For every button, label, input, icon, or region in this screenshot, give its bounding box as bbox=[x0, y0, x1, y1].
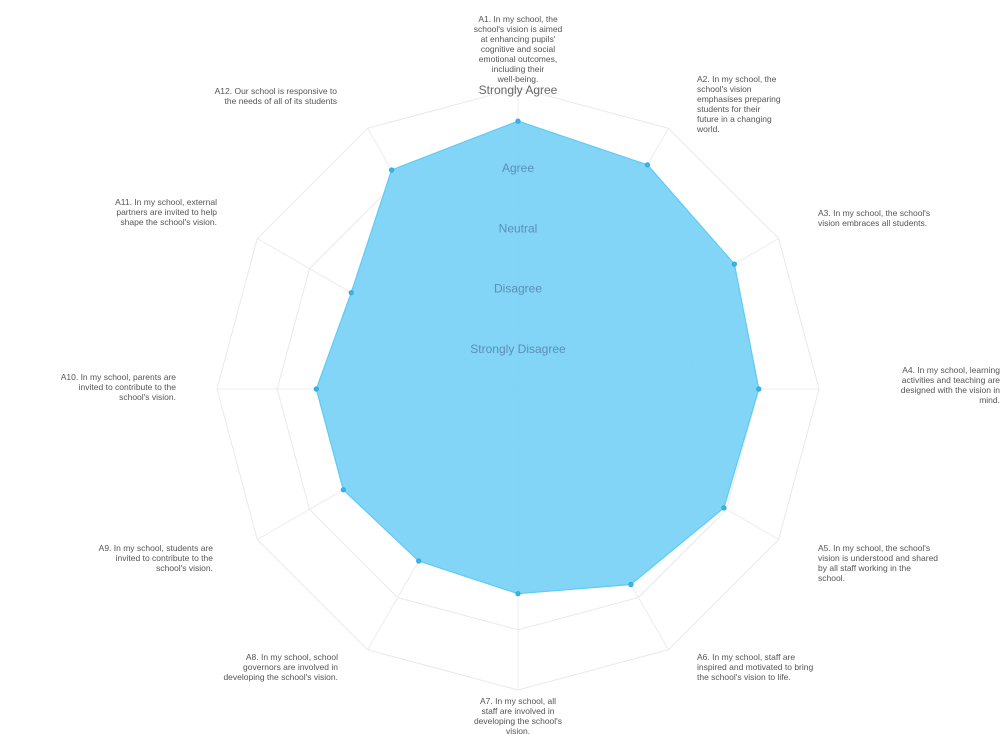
category-label-line: governors are involved in bbox=[243, 662, 338, 672]
category-label-line: inspired and motivated to bring bbox=[697, 662, 814, 672]
category-label-3: A3. In my school, the school's vision emb… bbox=[818, 208, 930, 228]
level-label-3: Neutral bbox=[499, 221, 538, 235]
data-point-5 bbox=[721, 505, 727, 511]
level-label-2: Disagree bbox=[494, 282, 542, 296]
category-label-line: partners are invited to help bbox=[116, 207, 217, 217]
category-label-line: vision. bbox=[506, 726, 530, 734]
category-label-line: designed with the vision in bbox=[901, 385, 1001, 395]
category-label-line: invited to contribute to the bbox=[116, 553, 214, 563]
category-label-9: A9. In my school, students are invited to… bbox=[99, 543, 214, 573]
category-label-line: by all staff working in the bbox=[818, 563, 911, 573]
category-label-line: developing the school's vision. bbox=[223, 672, 338, 682]
category-label-line: A1. In my school, the bbox=[478, 14, 558, 24]
category-label-line: world. bbox=[696, 124, 720, 134]
category-label-line: cognitive and social bbox=[481, 44, 555, 54]
series-area bbox=[315, 120, 760, 595]
category-label-line: students for their bbox=[697, 104, 760, 114]
data-point-9 bbox=[340, 487, 346, 493]
category-label-line: well-being. bbox=[497, 74, 539, 84]
category-label-4: A4. In my school, learning activities and… bbox=[901, 365, 1001, 405]
category-label-line: vision is understood and shared bbox=[818, 553, 938, 563]
category-label-line: activities and teaching are bbox=[902, 375, 1001, 385]
category-label-line: A3. In my school, the school's bbox=[818, 208, 930, 218]
category-label-line: A5. In my school, the school's bbox=[818, 543, 930, 553]
category-label-line: the school's vision to life. bbox=[697, 672, 791, 682]
category-label-line: shape the school's vision. bbox=[120, 217, 217, 227]
data-point-3 bbox=[731, 261, 738, 267]
category-label-8: A8. In my school, school governors are in… bbox=[223, 652, 338, 682]
category-label-line: school's vision is aimed bbox=[474, 24, 563, 34]
category-label-line: A11. In my school, external bbox=[115, 197, 217, 207]
category-label-line: emphasises preparing bbox=[697, 94, 781, 104]
category-label-12: A12. Our school is responsive to the need… bbox=[215, 86, 338, 106]
data-point-6 bbox=[628, 581, 634, 588]
category-label-line: A4. In my school, learning bbox=[902, 365, 1000, 375]
category-label-line: A7. In my school, all bbox=[480, 696, 556, 706]
data-point-12 bbox=[388, 167, 395, 173]
category-label-1: A1. In my school, the school's vision is … bbox=[474, 14, 563, 84]
data-point-1 bbox=[515, 118, 521, 124]
category-label-11: A11. In my school, external partners are … bbox=[115, 197, 217, 227]
data-point-10 bbox=[313, 386, 319, 392]
category-label-line: A2. In my school, the bbox=[697, 74, 777, 84]
category-label-line: the needs of all of its students bbox=[225, 96, 337, 106]
category-label-line: school's vision. bbox=[156, 563, 213, 573]
data-point-4 bbox=[756, 386, 762, 392]
level-label-4: Agree bbox=[502, 161, 534, 175]
category-label-line: mind. bbox=[979, 395, 1000, 405]
category-label-line: A9. In my school, students are bbox=[99, 543, 214, 553]
category-label-line: A6. In my school, staff are bbox=[697, 652, 795, 662]
category-label-6: A6. In my school, staff are inspired and … bbox=[697, 652, 814, 682]
data-point-8 bbox=[416, 558, 422, 564]
category-label-line: staff are involved in bbox=[481, 706, 554, 716]
category-label-line: A12. Our school is responsive to bbox=[215, 86, 338, 96]
data-point-11 bbox=[348, 290, 354, 296]
category-label-line: future in a changing bbox=[697, 114, 772, 124]
category-label-line: school's vision. bbox=[119, 392, 176, 402]
level-label-5: Strongly Agree bbox=[479, 83, 558, 97]
category-label-7: A7. In my school, all staff are involved … bbox=[474, 696, 562, 734]
category-label-line: emotional outcomes, bbox=[479, 54, 557, 64]
data-point-2 bbox=[644, 162, 651, 168]
category-label-2: A2. In my school, the school's vision emph… bbox=[696, 74, 781, 134]
category-label-line: vision embraces all students. bbox=[818, 218, 927, 228]
category-label-line: A8. In my school, school bbox=[246, 652, 338, 662]
category-label-line: invited to contribute to the bbox=[79, 382, 177, 392]
data-point-7 bbox=[515, 591, 521, 597]
category-label-line: at enhancing pupils' bbox=[481, 34, 556, 44]
category-label-line: school. bbox=[818, 573, 845, 583]
level-label-1: Strongly Disagree bbox=[470, 342, 566, 356]
category-label-5: A5. In my school, the school's vision is … bbox=[818, 543, 938, 583]
category-label-line: developing the school's bbox=[474, 716, 562, 726]
category-label-line: school's vision bbox=[697, 84, 752, 94]
category-label-line: A10. In my school, parents are bbox=[61, 372, 177, 382]
category-label-line: including their bbox=[492, 64, 545, 74]
category-label-10: A10. In my school, parents are invited to… bbox=[61, 372, 177, 402]
